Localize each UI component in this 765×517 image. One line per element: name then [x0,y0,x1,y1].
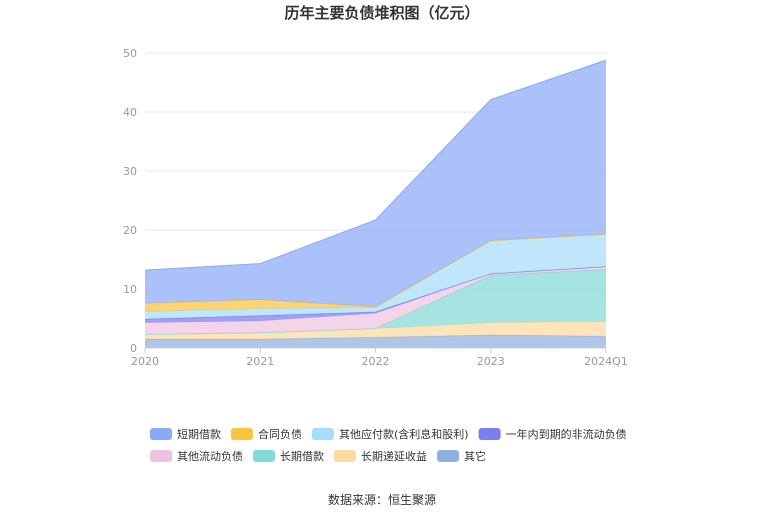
x-tick-label: 2021 [246,355,274,368]
legend-item: 其他流动负债 [150,449,243,463]
area-series [145,234,606,312]
x-axis: 2020 2021 2022 2023 2024Q1 [131,347,628,368]
area-series [145,60,606,307]
legend-item: 长期递延收益 [334,449,427,463]
x-tick-label: 2020 [131,355,159,368]
area-series-line [144,59,607,271]
area-series-group [144,59,607,348]
legend-item: 合同负债 [231,427,302,441]
legend-swatch [150,450,172,462]
y-tick-label: 50 [123,47,137,60]
legend-item: 其他应付款(含利息和股利) [312,427,469,441]
area-series [145,335,606,348]
y-tick-label: 20 [123,224,137,237]
area-series [145,269,606,335]
area-series [145,266,606,335]
x-tick-label: 2022 [362,355,390,368]
legend-item: 长期借款 [253,449,324,463]
legend-item: 短期借款 [150,427,221,441]
legend-swatch [437,450,459,462]
legend-swatch [253,450,275,462]
y-tick-label: 40 [123,106,137,119]
x-tick-label: 2024Q1 [584,355,628,368]
legend-swatch [478,428,501,440]
legend-label: 其它 [464,449,486,463]
legend-label: 长期借款 [280,449,324,463]
legend-swatch [312,428,334,440]
legend-label: 一年内到期的非流动负债 [506,427,627,441]
legend-label: 短期借款 [177,427,221,441]
legend-swatch [150,428,172,440]
y-tick-label: 30 [123,165,137,178]
legend-label: 长期递延收益 [361,449,427,463]
x-tick-label: 2023 [477,355,505,368]
chart-title: 历年主要负债堆积图（亿元） [284,4,479,22]
legend-swatch [231,428,253,440]
y-tick-label: 0 [130,342,137,355]
area-series [145,321,606,340]
legend-label: 其他流动负债 [177,449,243,463]
legend-item: 其它 [437,449,486,463]
legend-label: 合同负债 [258,427,302,441]
area-series [145,234,606,320]
legend-item: 一年内到期的非流动负债 [478,427,627,441]
y-tick-label: 10 [123,283,137,296]
legend-swatch [334,450,356,462]
y-axis: 0 10 20 30 40 50 [123,47,137,355]
legend-label: 其他应付款(含利息和股利) [339,427,469,441]
data-source: 数据来源：恒生聚源 [328,492,436,507]
